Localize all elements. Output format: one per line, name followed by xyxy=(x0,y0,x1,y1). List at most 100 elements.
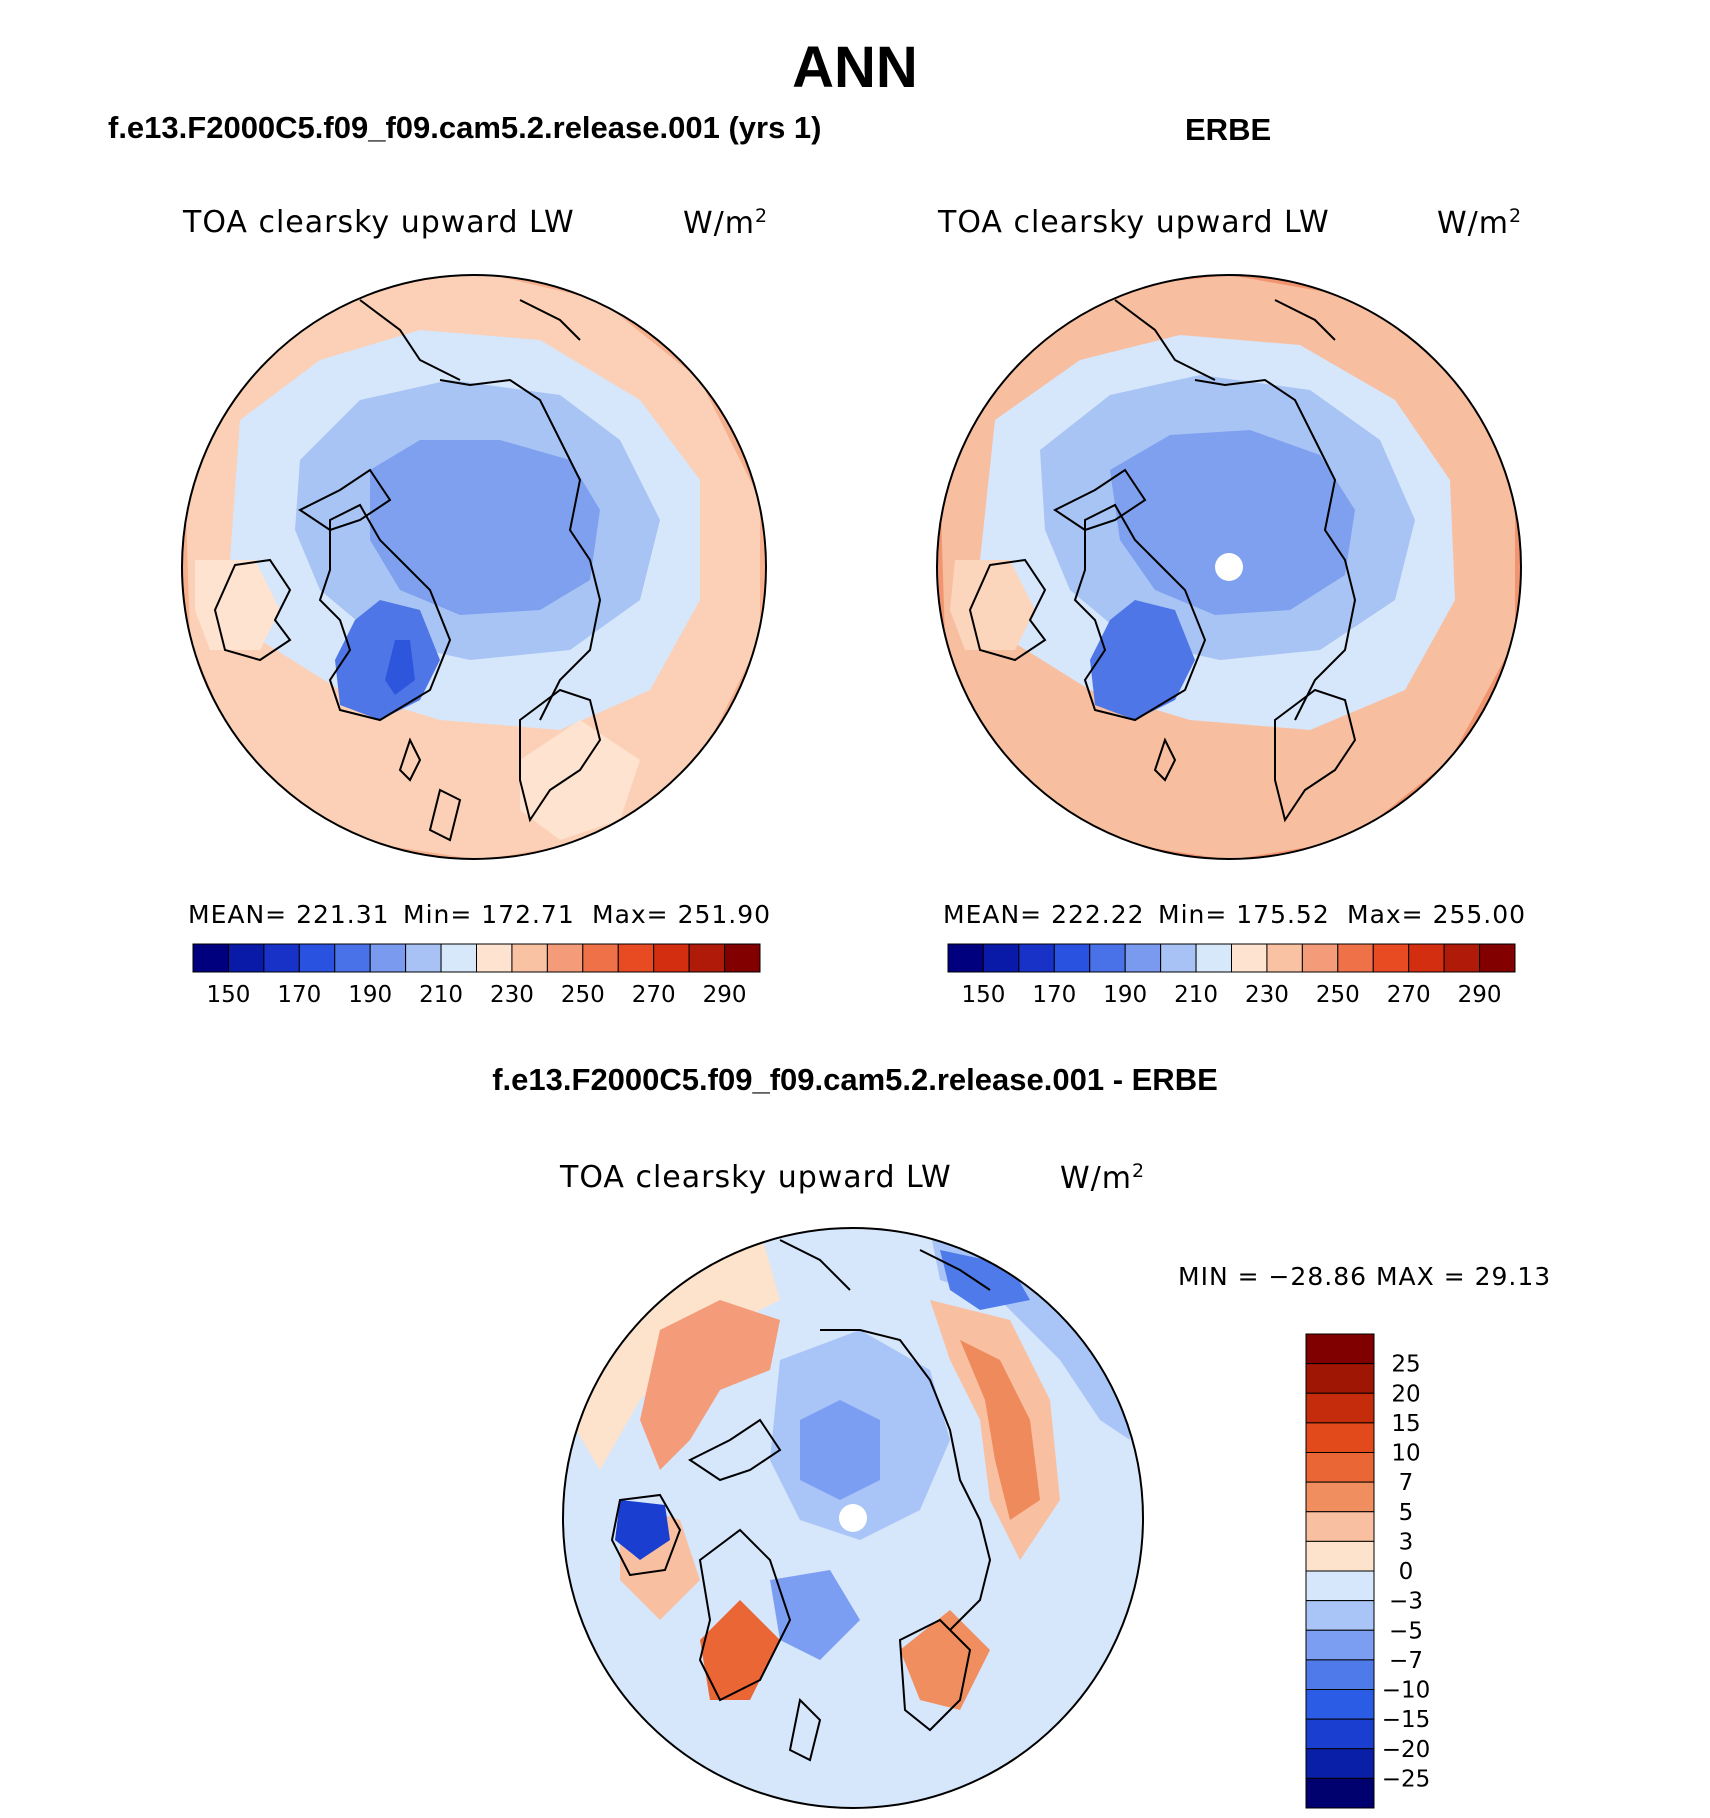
colorbar-model-swatch xyxy=(440,943,477,973)
colorbar-difference-tick-label: 3 xyxy=(1399,1529,1414,1555)
colorbar-model-swatch xyxy=(334,943,371,973)
main-title: ANN xyxy=(792,35,918,100)
map-obs xyxy=(937,275,1521,859)
colorbar-model-swatch xyxy=(298,943,336,973)
colorbar-obs-swatch xyxy=(1160,943,1197,973)
panel-2-mean: MEAN= 222.22 xyxy=(943,900,1145,929)
colorbar-difference-tick-label: 0 xyxy=(1399,1559,1414,1585)
colorbar-model-tick-label: 210 xyxy=(419,982,463,1008)
colorbar-difference-tick-label: −3 xyxy=(1389,1589,1423,1615)
panel-1-units: W/m2 xyxy=(683,205,769,241)
colorbar-obs-swatch xyxy=(1018,943,1055,973)
colorbar-difference-tick-label: −15 xyxy=(1382,1707,1431,1733)
panel-2-min: Min= 175.52 xyxy=(1158,900,1330,929)
colorbar-obs-swatch xyxy=(1195,943,1232,973)
colorbar-difference-tick-label: 25 xyxy=(1391,1352,1420,1378)
colorbar-difference-tick-label: −5 xyxy=(1389,1618,1423,1644)
colorbar-difference-swatch xyxy=(1305,1629,1375,1661)
panel-1-case-title: f.e13.F2000C5.f09_f09.cam5.2.release.001… xyxy=(108,110,822,145)
diff-case-title: f.e13.F2000C5.f09_f09.cam5.2.release.001… xyxy=(492,1062,1218,1097)
colorbar-model-swatch xyxy=(688,943,726,973)
colorbar-obs-tick-label: 210 xyxy=(1174,982,1218,1008)
colorbar-obs-swatch xyxy=(1479,943,1516,973)
map-model xyxy=(182,275,766,859)
diff-variable: TOA clearsky upward LW xyxy=(560,1160,952,1195)
colorbar-difference-swatch xyxy=(1305,1333,1375,1365)
colorbar-obs-swatch xyxy=(1443,943,1481,973)
colorbar-obs: 150 170 190 210 230 250 270 290 xyxy=(947,943,1516,1008)
colorbar-model: 150 170 190 210 230 250 270 290 xyxy=(192,943,761,1008)
colorbar-difference-tick-label: −7 xyxy=(1389,1648,1423,1674)
colorbar-obs-tick-label: 230 xyxy=(1245,982,1289,1008)
colorbar-obs-swatch xyxy=(947,943,984,973)
colorbar-model-swatch xyxy=(263,943,300,973)
panel-2-max: Max= 255.00 xyxy=(1347,900,1527,929)
colorbar-difference-tick-label: 20 xyxy=(1391,1381,1420,1407)
colorbar-obs-swatch xyxy=(1408,943,1445,973)
colorbar-obs-tick-label: 290 xyxy=(1458,982,1502,1008)
panel-2-units: W/m2 xyxy=(1437,205,1523,241)
colorbar-obs-swatch xyxy=(1266,943,1303,973)
panel-2-case-title: ERBE xyxy=(1185,112,1272,147)
colorbar-difference-tick-label: −20 xyxy=(1382,1737,1431,1763)
colorbar-difference-swatch xyxy=(1305,1718,1375,1750)
colorbar-model-tick-label: 230 xyxy=(490,982,534,1008)
colorbar-difference-swatch xyxy=(1305,1422,1375,1453)
diff-units: W/m2 xyxy=(1060,1160,1146,1196)
colorbar-difference-tick-label: 5 xyxy=(1399,1500,1414,1526)
colorbar-model-tick-label: 250 xyxy=(561,982,605,1008)
colorbar-difference: 25 20 15 10 7 5 3 0 −3 −5 −7 −10 −15 −20 −25 xyxy=(1305,1333,1431,1809)
colorbar-difference-tick-label: −25 xyxy=(1382,1766,1431,1792)
map-model-boundary xyxy=(181,274,767,860)
colorbar-obs-swatch xyxy=(1301,943,1339,973)
panel-1-variable: TOA clearsky upward LW xyxy=(183,205,575,240)
colorbar-model-swatch xyxy=(511,943,548,973)
colorbar-difference-tick-label: −10 xyxy=(1382,1678,1431,1704)
diff-minmax: MIN = −28.86 MAX = 29.13 xyxy=(1178,1262,1552,1291)
colorbar-difference-tick-label: 10 xyxy=(1391,1441,1420,1467)
colorbar-obs-tick-label: 150 xyxy=(961,982,1005,1008)
colorbar-model-swatch xyxy=(724,943,761,973)
colorbar-model-tick-label: 290 xyxy=(703,982,747,1008)
colorbar-difference-swatch xyxy=(1305,1748,1375,1779)
panel-1-mean: MEAN= 221.31 xyxy=(188,900,390,929)
colorbar-model-swatch xyxy=(192,943,229,973)
map-obs-boundary xyxy=(936,274,1522,860)
colorbar-difference-swatch xyxy=(1305,1659,1375,1690)
colorbar-model-swatch xyxy=(582,943,619,973)
colorbar-difference-tick-label: 7 xyxy=(1399,1470,1414,1496)
panel-1-min: Min= 172.71 xyxy=(403,900,575,929)
map-difference xyxy=(563,1228,1143,1808)
colorbar-difference-tick-label: 15 xyxy=(1391,1411,1420,1437)
colorbar-difference-swatch xyxy=(1305,1511,1375,1542)
panel-1-max: Max= 251.90 xyxy=(592,900,772,929)
colorbar-difference-swatch xyxy=(1305,1363,1375,1394)
colorbar-difference-swatch xyxy=(1305,1392,1375,1424)
panel-2-variable: TOA clearsky upward LW xyxy=(938,205,1330,240)
colorbar-obs-tick-label: 270 xyxy=(1387,982,1431,1008)
colorbar-obs-tick-label: 170 xyxy=(1032,982,1076,1008)
map-difference-boundary xyxy=(562,1227,1144,1809)
colorbar-model-swatch xyxy=(405,943,442,973)
colorbar-model-tick-label: 270 xyxy=(632,982,676,1008)
colorbar-difference-swatch xyxy=(1305,1540,1375,1572)
colorbar-model-swatch xyxy=(369,943,407,973)
colorbar-obs-swatch xyxy=(982,943,1020,973)
colorbar-model-swatch xyxy=(476,943,513,973)
colorbar-model-swatch xyxy=(617,943,655,973)
colorbar-model-swatch xyxy=(653,943,690,973)
colorbar-obs-swatch xyxy=(1053,943,1091,973)
colorbar-difference-swatch xyxy=(1305,1570,1375,1602)
colorbar-obs-swatch xyxy=(1372,943,1410,973)
colorbar-difference-swatch xyxy=(1305,1452,1375,1483)
colorbar-model-tick-label: 150 xyxy=(206,982,250,1008)
colorbar-obs-swatch xyxy=(1124,943,1162,973)
colorbar-obs-swatch xyxy=(1231,943,1268,973)
colorbar-obs-tick-label: 250 xyxy=(1316,982,1360,1008)
colorbar-obs-swatch xyxy=(1337,943,1374,973)
colorbar-difference-swatch xyxy=(1305,1689,1375,1720)
colorbar-model-swatch xyxy=(546,943,584,973)
colorbar-difference-swatch xyxy=(1305,1481,1375,1513)
colorbar-model-tick-label: 190 xyxy=(348,982,392,1008)
